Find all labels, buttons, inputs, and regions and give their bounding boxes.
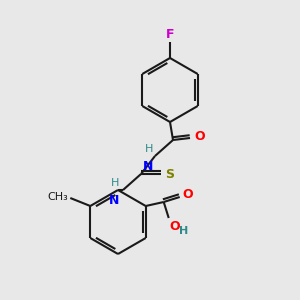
Text: O: O [183, 188, 193, 202]
Text: H: H [145, 144, 153, 154]
Text: CH₃: CH₃ [47, 192, 68, 202]
Text: H: H [111, 178, 119, 188]
Text: O: O [194, 130, 205, 143]
Text: N: N [109, 194, 119, 207]
Text: F: F [166, 28, 174, 41]
Text: S: S [165, 167, 174, 181]
Text: N: N [142, 160, 153, 173]
Text: O: O [170, 220, 180, 233]
Text: H: H [179, 226, 188, 236]
